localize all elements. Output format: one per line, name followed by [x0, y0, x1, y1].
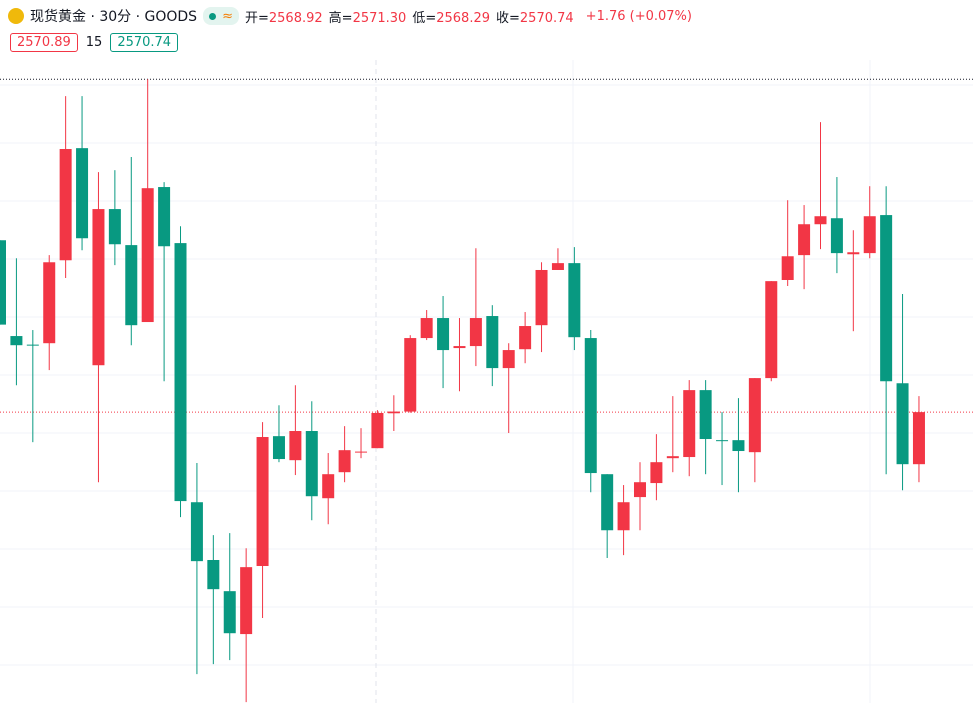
candle-body	[355, 451, 368, 453]
candle-body	[601, 474, 614, 531]
candle-body	[387, 411, 400, 414]
candle-body	[551, 263, 564, 270]
candle-body	[190, 502, 203, 562]
candle-body	[223, 591, 236, 634]
market-dot	[209, 12, 217, 20]
candle-body	[666, 456, 679, 459]
legend-value: 2568.29	[436, 10, 490, 26]
candle-body	[650, 462, 663, 484]
candle-body	[863, 216, 876, 254]
candle-body	[814, 216, 827, 225]
candle-body	[699, 390, 712, 440]
candle-body	[716, 440, 729, 442]
candle-body	[830, 218, 843, 254]
legend-value: 2571.30	[352, 10, 407, 26]
sell-price[interactable]: 2570.89	[10, 33, 78, 52]
candle-body	[207, 559, 220, 590]
legend-label: 开=	[244, 10, 269, 26]
candle-body	[26, 344, 39, 346]
candle-body	[469, 318, 482, 347]
chart-title[interactable]: 现货黄金 · 30分 · GOODS	[30, 9, 198, 25]
candle-body	[535, 269, 548, 326]
candle-body	[371, 412, 384, 449]
candle-body	[92, 209, 105, 366]
legend-label: 高=	[328, 10, 353, 26]
candle-body	[880, 215, 893, 382]
candle-body	[748, 378, 761, 453]
candle-body	[174, 243, 187, 502]
candle-body	[896, 383, 909, 465]
header: 现货黄金 · 30分 · GOODS ≈ 开=2568.92 高=2571.30 低…	[8, 6, 692, 26]
ohlc-legend: 开=2568.92 高=2571.30 低=2568.29 收=2570.74	[245, 7, 580, 26]
candle-body	[781, 256, 794, 280]
candle-body	[256, 437, 269, 567]
candle-body	[10, 336, 23, 346]
candle-body	[141, 188, 154, 323]
candle-body	[289, 431, 302, 461]
change: +1.76 (+0.07%)	[585, 8, 692, 24]
candle-body	[617, 502, 630, 531]
trade-row: 2570.89 15 2570.74	[10, 33, 179, 52]
symbol-icon	[8, 8, 24, 24]
candle-body	[322, 474, 335, 499]
candle-body	[486, 316, 499, 369]
legend-label: 低=	[412, 10, 437, 26]
candle-body	[125, 245, 138, 326]
buy-price[interactable]: 2570.74	[110, 33, 179, 52]
candle-body	[568, 263, 581, 338]
candle-body	[404, 338, 417, 412]
candle-body	[338, 450, 351, 473]
candle-body	[502, 350, 515, 369]
candle-body	[305, 431, 318, 497]
candle-body	[732, 440, 745, 452]
candle-body	[453, 346, 466, 349]
candle-body	[847, 252, 860, 255]
candle-body	[59, 149, 72, 261]
candle-body	[158, 187, 171, 247]
legend-value: 2570.74	[519, 10, 574, 26]
candle-body	[765, 281, 778, 379]
candle-body	[912, 412, 925, 465]
candle-body	[272, 436, 285, 460]
candle-body	[437, 318, 450, 351]
candle-body	[76, 148, 89, 239]
candle-body	[519, 326, 532, 350]
candle-body	[584, 338, 597, 474]
candle-body	[43, 262, 56, 344]
candle-body	[798, 224, 811, 256]
legend-label: 收=	[496, 10, 520, 26]
candle-body	[108, 209, 121, 245]
candle-body	[683, 390, 696, 458]
candle-body	[633, 482, 646, 498]
status-badge[interactable]: ≈	[203, 7, 239, 25]
candle-body	[420, 318, 433, 339]
candle-body	[0, 240, 6, 325]
candle-body	[240, 567, 253, 635]
badge-icon: ≈	[222, 8, 233, 24]
spread: 15	[85, 35, 103, 50]
legend-value: 2568.92	[268, 10, 323, 26]
